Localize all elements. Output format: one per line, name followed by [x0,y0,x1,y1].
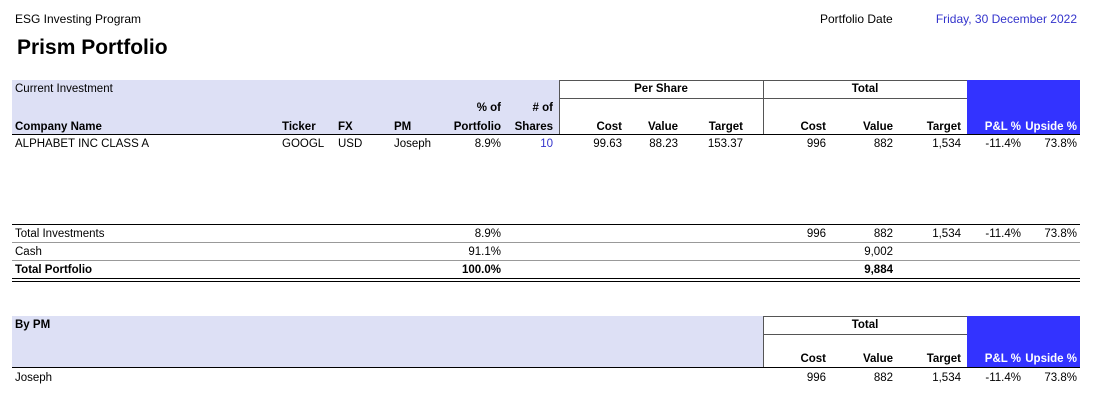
table-cell: -11.4% [985,372,1021,384]
column-header: Value [647,121,678,133]
column-header: % of Portfolio [453,102,501,133]
table-cell: 8.9% [474,138,501,150]
column-header: Ticker [282,121,316,133]
total-cell: 1,534 [932,228,961,240]
total-cell: Total Portfolio [15,264,93,276]
table-cell: 153.37 [707,138,743,150]
table-cell: 1,534 [932,372,961,384]
total-cell: 882 [873,228,893,240]
table-cell: 882 [873,372,893,384]
table-cell: ALPHABET INC CLASS A [15,138,150,150]
column-header: P&L % [984,353,1021,365]
section-label: By PM [15,319,51,331]
header-highlight [967,80,1080,134]
total-cell: 8.9% [474,228,501,240]
column-header: Value [862,353,893,365]
group-box [763,316,968,368]
column-header: P&L % [984,121,1021,133]
double-rule [12,281,1080,282]
table-cell: 1,534 [932,138,961,150]
group-header: Per Share [634,83,688,95]
table-cell: 88.23 [649,138,678,150]
column-header: # of Shares [514,102,553,133]
table-cell: 73.8% [1044,138,1077,150]
column-header: Target [926,353,961,365]
table-cell: 10 [540,138,553,150]
row-rule [12,224,1080,225]
table-cell: 73.8% [1044,372,1077,384]
total-cell: 91.1% [468,246,501,258]
column-header: Target [926,121,961,133]
total-cell: 100.0% [461,264,501,276]
group-rule [559,98,967,99]
group-box [763,80,968,135]
total-cell: 9,884 [864,264,893,276]
total-cell: 9,002 [864,246,893,258]
section-label: Current Investment [15,83,113,95]
row-rule [12,260,1080,261]
table-cell: -11.4% [985,138,1021,150]
total-cell: -11.4% [985,228,1021,240]
column-header: Company Name [15,121,102,133]
row-rule [12,242,1080,243]
portfolio-date: Friday, 30 December 2022 [935,12,1077,26]
table-cell: 996 [806,138,826,150]
group-header: Total [851,319,879,331]
table-cell: 996 [806,372,826,384]
column-header: PM [394,121,412,133]
header-rule [12,367,1080,368]
total-cell: Total Investments [15,228,105,240]
group-rule [763,334,967,335]
table-cell: USD [338,138,363,150]
header-highlight [967,316,1080,367]
total-cell: Cash [15,246,42,258]
date-label: Portfolio Date [820,12,893,26]
header-rule [12,134,1080,135]
total-cell: 73.8% [1044,228,1077,240]
table-cell: 99.63 [593,138,622,150]
column-header: Value [862,121,893,133]
table-cell: Joseph [15,372,53,384]
table-cell: GOOGL [282,138,325,150]
program-name: ESG Investing Program [15,12,142,26]
column-header: Upside % [1025,121,1077,133]
table-cell: Joseph [394,138,432,150]
double-rule [12,278,1080,279]
column-header: Cost [596,121,622,133]
column-header: Target [708,121,743,133]
column-header: FX [338,121,353,133]
total-cell: 996 [806,228,826,240]
portfolio-title: Prism Portfolio [17,36,168,59]
group-header: Total [851,83,879,95]
column-header: Upside % [1025,353,1077,365]
column-header: Cost [800,121,826,133]
column-header: Cost [800,353,826,365]
table-cell: 882 [873,138,893,150]
